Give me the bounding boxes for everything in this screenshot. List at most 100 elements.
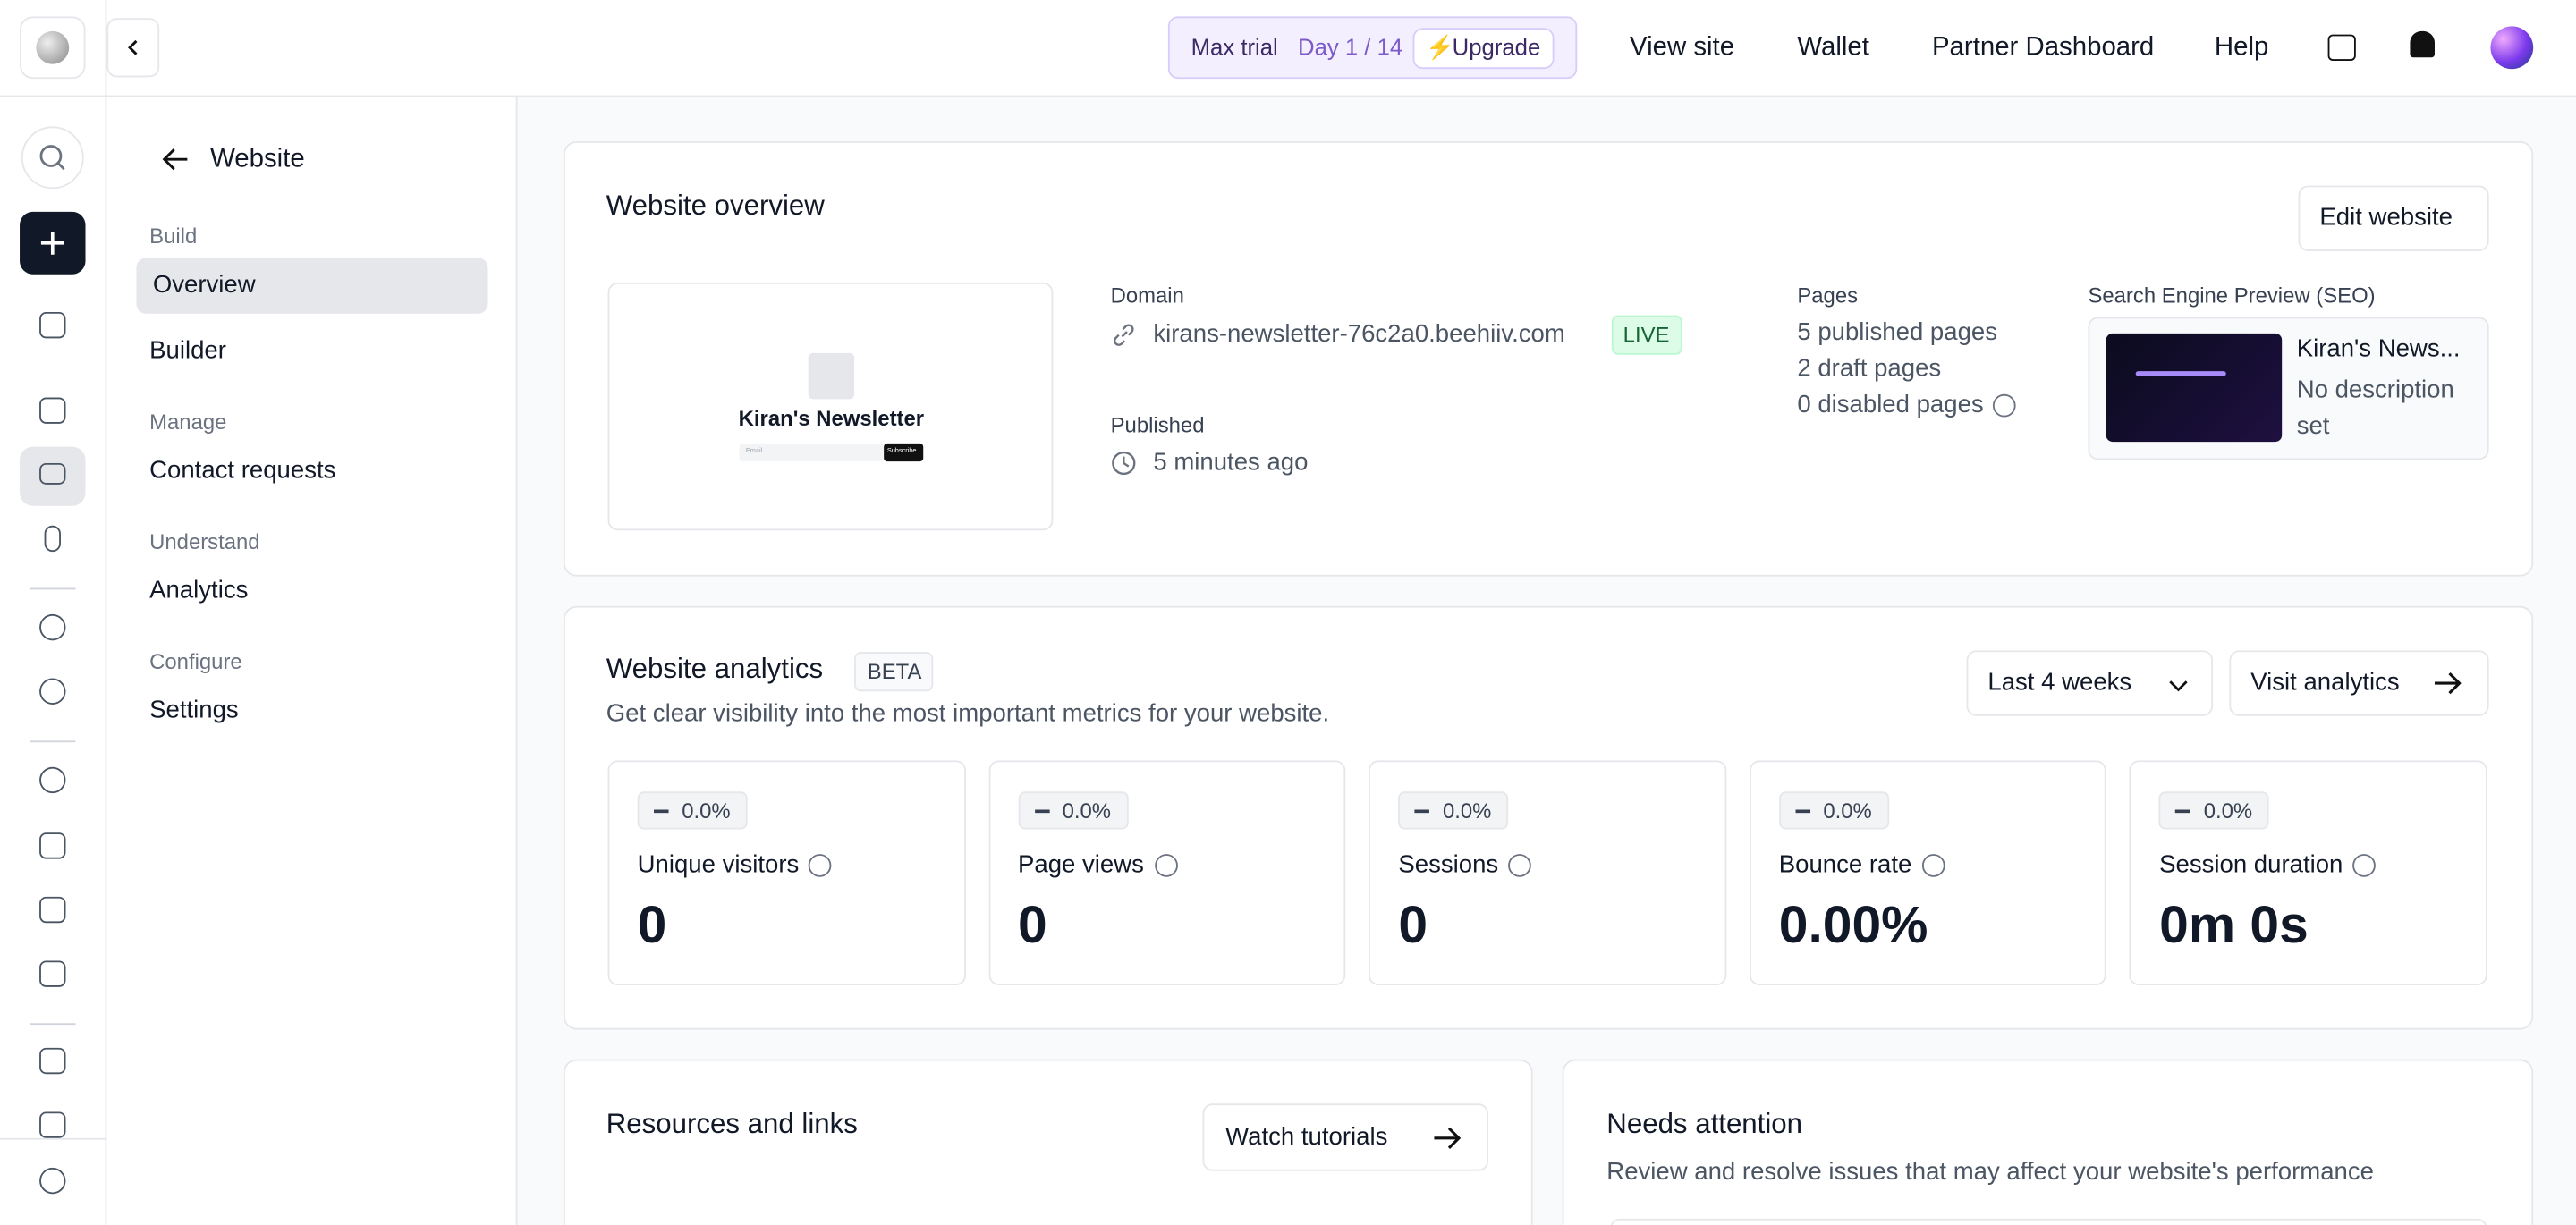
seo-description: No description set [2296,376,2454,441]
nav-link[interactable]: Wallet [1797,33,1869,62]
back-arrow[interactable] [159,143,192,176]
seo-image [2106,333,2283,443]
collapse-button[interactable] [106,18,160,78]
metric-change: 0.0% [1062,798,1112,824]
seo-label: Search Engine Preview (SEO) [2088,283,2376,308]
sidebar-item[interactable]: Overview [152,271,256,300]
live-badge [1611,315,1682,355]
chevron [2169,680,2188,692]
change-pill [1018,791,1129,830]
dash [1795,809,1810,813]
page-count: 5 published pages [1797,318,1997,347]
range-label[interactable]: Last 4 weeks [1987,668,2132,697]
avatar[interactable] [2490,26,2534,70]
icon[interactable] [39,960,66,987]
metric-label: Sessions [1398,850,1499,879]
arrow-icon [2434,672,2462,695]
section-heading: Understand [149,528,260,554]
overview-title: Website overview [606,190,825,222]
divider [0,95,2576,97]
icon[interactable] [39,1111,66,1138]
preview-button-label: Subscribe [886,445,917,455]
bell-icon[interactable] [2410,30,2435,58]
icon[interactable] [39,311,66,339]
clock-icon [1112,451,1136,476]
info-icon [1921,854,1945,877]
section-heading: Configure [149,648,242,674]
icon[interactable] [39,462,66,485]
icon[interactable] [39,678,66,705]
analytics-subtitle: Get clear visibility into the most impor… [606,699,1330,728]
active-icon-bg [20,446,86,506]
metric-label: Page views [1018,850,1144,879]
dash [2175,809,2191,813]
metric-value: 0 [637,894,667,954]
preview-button [884,443,924,462]
icon[interactable] [39,397,66,424]
sidebar-item[interactable]: Builder [149,336,226,365]
analytics-title: Website analytics [606,653,824,685]
domain[interactable]: kirans-newsletter-76c2a0.beehiiv.com [1153,320,1565,349]
icon[interactable] [39,1047,66,1075]
icon[interactable] [39,766,66,794]
trial-day: Day 1 / 14 [1297,33,1403,61]
attention-subtitle: Review and resolve issues that may affec… [1606,1157,2375,1187]
sidebar-item[interactable]: Contact requests [149,456,336,485]
icon-rail [0,0,107,1225]
domain-label: Domain [1110,283,1184,308]
info-icon [2352,854,2377,877]
beta-label: BETA [867,658,922,684]
create-button[interactable] [20,211,86,275]
upgrade-label[interactable]: Upgrade [1452,33,1541,61]
site-thumbnail [607,282,1054,531]
sidebar-item[interactable]: Analytics [149,576,249,604]
active-item-bg [136,258,488,314]
divider [30,587,76,590]
published-label: Published [1110,412,1205,437]
tutorials-label[interactable]: Watch tutorials [1225,1123,1388,1152]
info-icon [1508,854,1532,877]
metric-value: 0 [1398,894,1428,954]
edit-button[interactable] [2298,185,2489,252]
preview-input-label: Email [745,445,763,455]
metric-change: 0.0% [1823,798,1872,824]
pages-label: Pages [1797,283,1859,308]
metric-change: 0.0% [682,798,731,824]
preview-input [739,443,885,462]
logo[interactable] [20,16,86,80]
metric-change: 0.0% [1442,798,1492,824]
icon[interactable] [44,525,61,553]
live-label: LIVE [1623,322,1670,347]
search-button[interactable] [21,126,84,190]
sidebar-title: Website [210,145,305,173]
info-icon [808,854,832,877]
seo-title: Kiran's News... [2296,334,2461,363]
arrow-icon [1434,1127,1462,1149]
sidebar-item[interactable]: Settings [149,696,239,724]
icon[interactable] [39,832,66,859]
metric-value: 0m 0s [2159,894,2309,954]
metric-change: 0.0% [2203,798,2253,824]
nav-link[interactable]: Help [2214,33,2269,62]
icon[interactable] [39,613,66,641]
resources-title: Resources and links [606,1108,858,1140]
dash [1034,809,1049,813]
section-heading: Manage [149,409,227,435]
dash [654,809,669,813]
calendar-icon[interactable] [2327,34,2356,61]
divider [30,740,76,743]
attention-title: Needs attention [1606,1108,1803,1140]
edit-label[interactable]: Edit website [2319,203,2453,232]
trial-label: Max trial [1191,33,1278,61]
divider [0,1137,107,1140]
nav-link[interactable]: Partner Dashboard [1931,33,2155,62]
nav-link[interactable]: View site [1630,33,1735,62]
icon[interactable] [39,896,66,924]
upgrade-button[interactable] [1412,28,1555,70]
settings-icon[interactable] [39,1167,66,1195]
metric-label: Bounce rate [1778,850,1912,879]
link-icon [1114,324,1134,346]
visit-label[interactable]: Visit analytics [2250,668,2400,697]
attention-item [1609,1218,2487,1225]
